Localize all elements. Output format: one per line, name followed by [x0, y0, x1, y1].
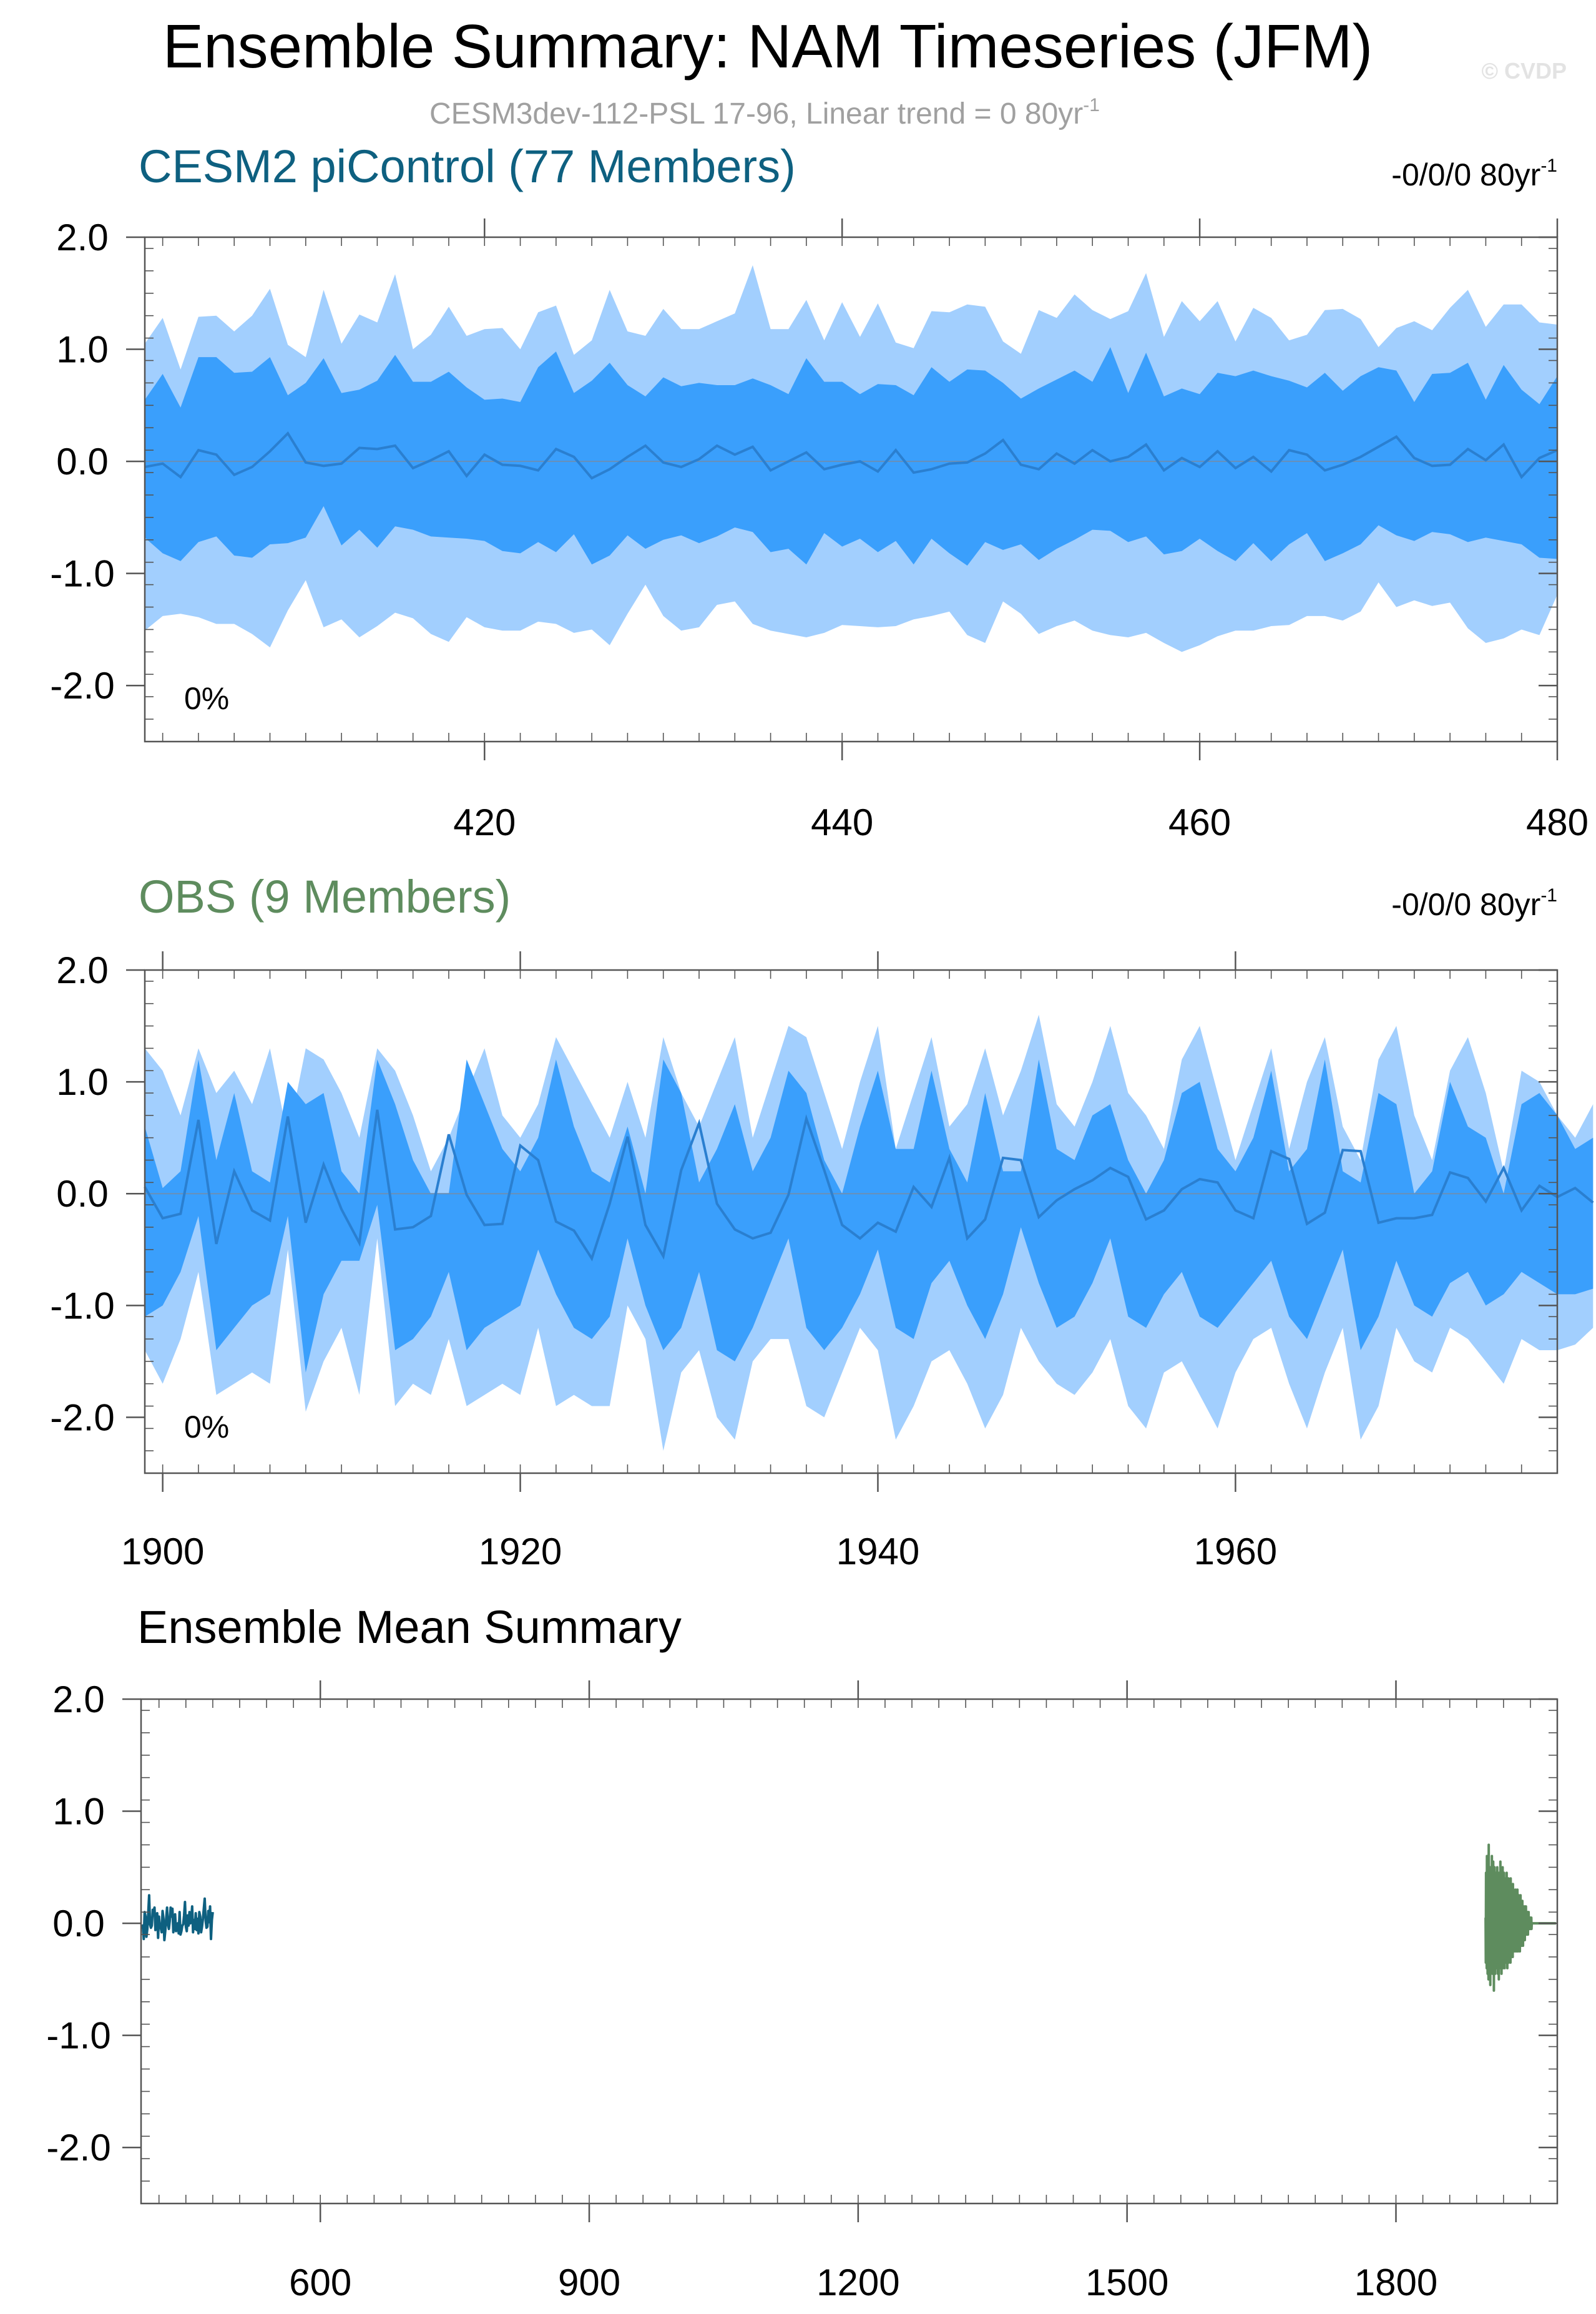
plot-frame-cesm2	[144, 236, 1559, 743]
subtitle-superscript: -1	[1083, 95, 1100, 115]
x-tick-label: 1500	[1085, 2262, 1168, 2303]
percent-label-cesm2: 0%	[184, 681, 229, 716]
y-tick-label: 1.0	[56, 329, 108, 371]
plot-frame-ensemble-mean	[140, 1698, 1559, 2205]
panel-obs: OBS (9 Members) -0/0/0 80yr-1 -2.0 -1.0 0.…	[50, 871, 1594, 1572]
y-tick-label: -1.0	[50, 1285, 114, 1326]
x-tick-label: 600	[289, 2262, 351, 2303]
trend-text-cesm2: -0/0/0 80yr	[1391, 157, 1540, 192]
interquartile-band-cesm2	[145, 346, 1557, 566]
x-tick-label: 1900	[121, 1531, 204, 1572]
trend-text-obs: -0/0/0 80yr	[1391, 887, 1540, 922]
subtitle-text: CESM3dev-112-PSL 17-96, Linear trend = 0…	[429, 97, 1083, 130]
panel-ensemble-mean: Ensemble Mean Summary -2.0 -1.0 0.0 1.0 2.0 6…	[46, 1601, 1559, 2303]
x-tick-label: 1200	[816, 2262, 899, 2303]
watermark: © CVDP	[1481, 58, 1567, 84]
plot-area-cesm2: -2.0 -1.0 0.0 1.0 2.0 420 440 460 480	[50, 217, 1589, 843]
mean-series-line-1	[1484, 1843, 1557, 1992]
mean-series-line-0	[140, 1894, 214, 1942]
figure-title: Ensemble Summary: NAM Timeseries (JFM)	[163, 12, 1373, 81]
panel-title-cesm2: CESM2 piControl (77 Members)	[139, 140, 796, 192]
percent-label-obs: 0%	[184, 1409, 229, 1444]
interquartile-band-obs	[145, 1059, 1594, 1373]
y-tick-label: -2.0	[50, 1396, 114, 1438]
figure-subtitle: CESM3dev-112-PSL 17-96, Linear trend = 0…	[429, 95, 1100, 130]
y-tick-label: -2.0	[50, 665, 114, 707]
y-tick-label: 0.0	[52, 1903, 104, 1944]
plot-area-obs: -2.0 -1.0 0.0 1.0 2.0 1900 1920 1940 1960	[50, 949, 1594, 1572]
y-tick-label: 0.0	[56, 441, 108, 483]
x-tick-label: 480	[1526, 802, 1589, 843]
y-tick-label: 2.0	[52, 1679, 104, 1720]
y-tick-label: -2.0	[46, 2127, 110, 2169]
ensemble-mean-line-cesm2	[144, 431, 1558, 480]
y-tick-label: 1.0	[56, 1061, 108, 1103]
x-tick-label: 420	[453, 802, 516, 843]
trend-sup-cesm2: -1	[1540, 155, 1557, 176]
y-tick-label: -1.0	[46, 2015, 110, 2057]
panel-title-obs: OBS (9 Members)	[139, 871, 511, 923]
ensemble-mean-line-obs	[144, 1109, 1594, 1262]
x-tick-label: 1920	[479, 1531, 562, 1572]
plot-frame-obs	[144, 969, 1559, 1474]
y-tick-label: 2.0	[56, 949, 108, 991]
x-tick-label: 1940	[836, 1531, 919, 1572]
trend-label-obs: -0/0/0 80yr-1	[1391, 885, 1557, 922]
panel-title-ensemble-mean: Ensemble Mean Summary	[137, 1601, 682, 1653]
x-tick-label: 460	[1168, 802, 1231, 843]
trend-label-cesm2: -0/0/0 80yr-1	[1391, 155, 1557, 192]
x-tick-label: 440	[811, 802, 873, 843]
y-tick-label: 0.0	[56, 1173, 108, 1215]
x-tick-label: 1800	[1354, 2262, 1437, 2303]
y-tick-label: 2.0	[56, 217, 108, 258]
plot-area-ensemble-mean: -2.0 -1.0 0.0 1.0 2.0 600 900 1200 1500 1800	[46, 1679, 1559, 2303]
x-tick-label: 900	[558, 2262, 620, 2303]
trend-sup-obs: -1	[1540, 885, 1557, 906]
panel-cesm2-picontrol: CESM2 piControl (77 Members) -0/0/0 80yr…	[50, 140, 1589, 843]
y-tick-label: 1.0	[52, 1791, 104, 1833]
y-tick-label: -1.0	[50, 553, 114, 595]
x-tick-label: 1960	[1194, 1531, 1277, 1572]
